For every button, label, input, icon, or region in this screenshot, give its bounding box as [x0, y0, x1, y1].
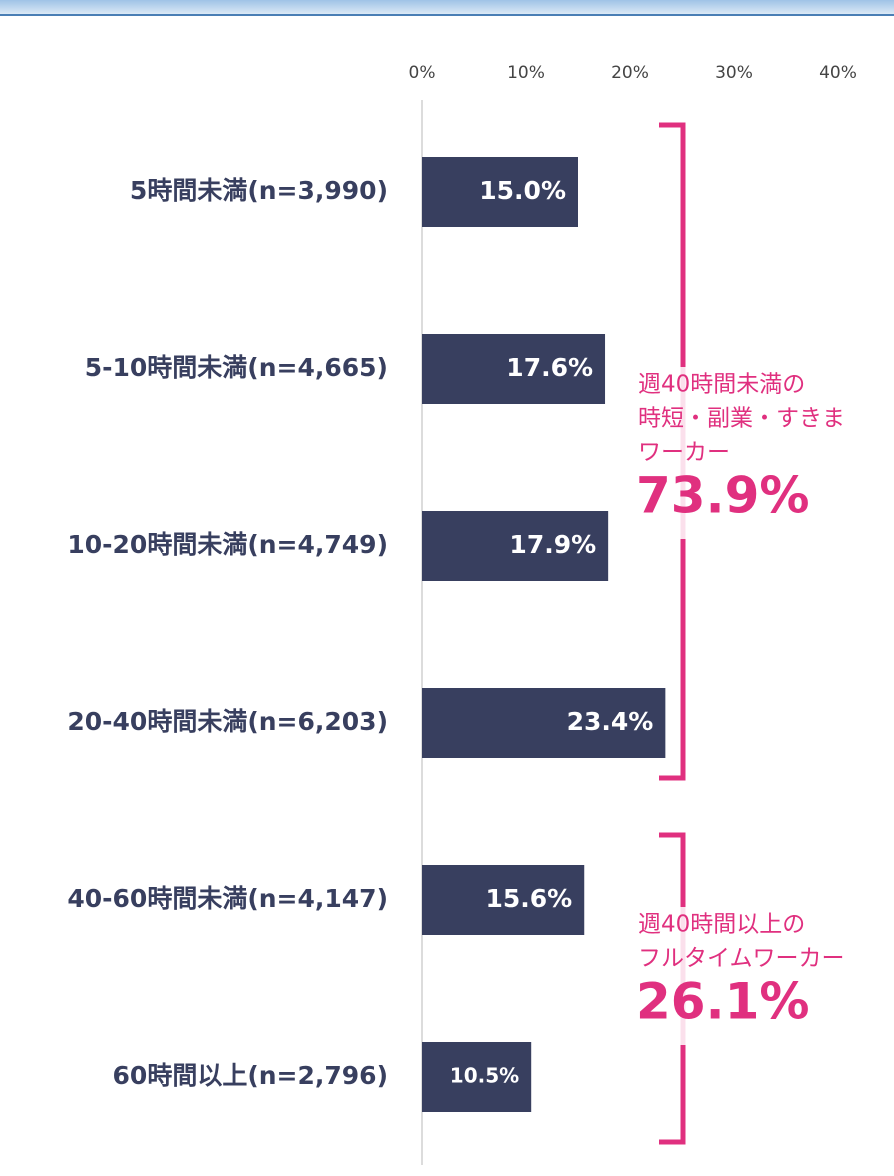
x-tick-label: 40%	[819, 63, 857, 83]
annotation-bg	[634, 907, 894, 1045]
x-tick-label: 30%	[715, 63, 753, 83]
x-tick-label: 10%	[507, 63, 545, 83]
annotation-total: 26.1%	[636, 973, 809, 1031]
bar	[422, 157, 578, 227]
value-label: 17.9%	[509, 530, 596, 559]
category-label: 40-60時間未満(n=4,147)	[67, 884, 388, 913]
bar	[422, 511, 609, 581]
value-label: 15.6%	[486, 884, 573, 913]
bar	[422, 1042, 532, 1112]
category-label: 5-10時間未満(n=4,665)	[85, 353, 388, 382]
category-label: 20-40時間未満(n=6,203)	[67, 707, 388, 736]
x-tick-label: 20%	[611, 63, 649, 83]
annotation-total: 73.9%	[636, 467, 809, 525]
category-label: 60時間以上(n=2,796)	[113, 1061, 388, 1090]
value-label: 15.0%	[479, 176, 566, 205]
x-tick-label: 0%	[409, 63, 436, 83]
bar	[422, 865, 585, 935]
annotation-text: 週40時間未満の	[638, 372, 805, 398]
value-label: 10.5%	[450, 1064, 519, 1088]
value-label: 23.4%	[567, 707, 654, 736]
annotation-text: 週40時間以上の	[638, 912, 805, 938]
value-label: 17.6%	[506, 353, 593, 382]
annotation-text: 時短・副業・すきま	[638, 406, 845, 432]
annotation-text: ワーカー	[638, 440, 730, 466]
annotation-text: フルタイムワーカー	[638, 946, 845, 972]
category-label: 5時間未満(n=3,990)	[130, 176, 388, 205]
annotation-bg	[634, 367, 894, 539]
bar	[422, 688, 666, 758]
bar	[422, 334, 606, 404]
category-label: 10-20時間未満(n=4,749)	[67, 530, 388, 559]
header-strip	[0, 0, 894, 14]
